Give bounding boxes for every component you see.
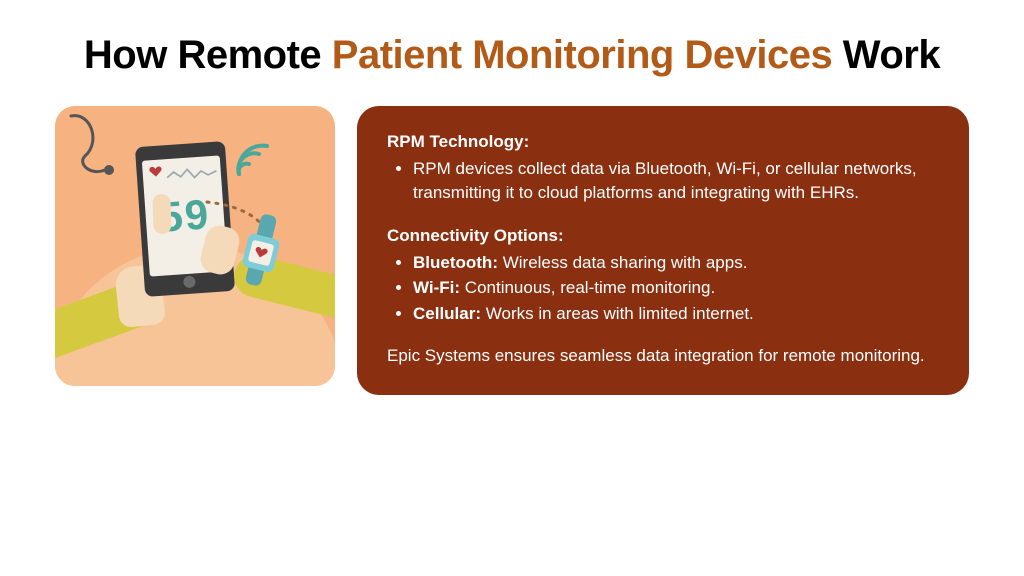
option-label: Bluetooth: [413, 253, 498, 272]
option-text: Wireless data sharing with apps. [498, 253, 747, 272]
phone-home-button [183, 275, 196, 288]
illustration-panel: 59 [55, 106, 335, 386]
chart-line-icon [166, 166, 218, 182]
footer-text: Epic Systems ensures seamless data integ… [387, 344, 939, 369]
option-label: Wi-Fi: [413, 278, 460, 297]
option-text: Works in areas with limited internet. [481, 304, 754, 323]
title-part-3: Work [832, 33, 940, 77]
list-item: Bluetooth: Wireless data sharing with ap… [413, 251, 939, 276]
title-part-2: Patient Monitoring Devices [332, 33, 832, 77]
section-1-list: RPM devices collect data via Bluetooth, … [387, 157, 939, 206]
finger [152, 194, 171, 235]
list-item: Wi-Fi: Continuous, real-time monitoring. [413, 276, 939, 301]
option-text: Continuous, real-time monitoring. [460, 278, 715, 297]
heart-icon [253, 245, 269, 260]
option-label: Cellular: [413, 304, 481, 323]
content-row: 59 [55, 106, 969, 395]
list-item: Cellular: Works in areas with limited in… [413, 302, 939, 327]
connectivity-list: Bluetooth: Wireless data sharing with ap… [387, 251, 939, 327]
slide: How Remote Patient Monitoring Devices Wo… [0, 0, 1024, 576]
title-part-1: How Remote [84, 33, 332, 77]
page-title: How Remote Patient Monitoring Devices Wo… [55, 30, 969, 80]
watch-face [248, 240, 275, 267]
list-item: RPM devices collect data via Bluetooth, … [413, 157, 939, 206]
stethoscope-icon [61, 112, 141, 182]
wifi-icon [233, 140, 273, 180]
heart-icon [148, 165, 163, 178]
section-heading-1: RPM Technology: [387, 130, 939, 155]
info-card: RPM Technology: RPM devices collect data… [357, 106, 969, 395]
section-heading-2: Connectivity Options: [387, 224, 939, 249]
